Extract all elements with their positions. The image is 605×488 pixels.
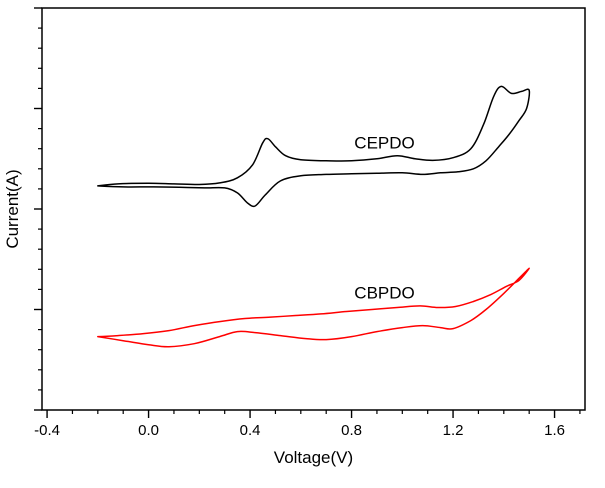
x-tick-label: 0.8 [341,422,362,439]
plot-frame [41,7,586,411]
series-label-cbpdo: CBPDO [354,283,414,302]
series-label-cepdo: CEPDO [354,134,414,153]
x-tick-label: 0.4 [240,422,261,439]
y-axis-title: Current(A) [3,169,22,249]
x-axis-title: Voltage(V) [273,448,354,467]
curve-cepdo [97,85,531,208]
x-tick-label: -0.4 [34,422,60,439]
curve-cbpdo [97,267,530,348]
x-tick-label: 1.2 [443,422,464,439]
x-tick-label: 0.0 [138,422,159,439]
x-tick-label: 1.6 [544,422,565,439]
